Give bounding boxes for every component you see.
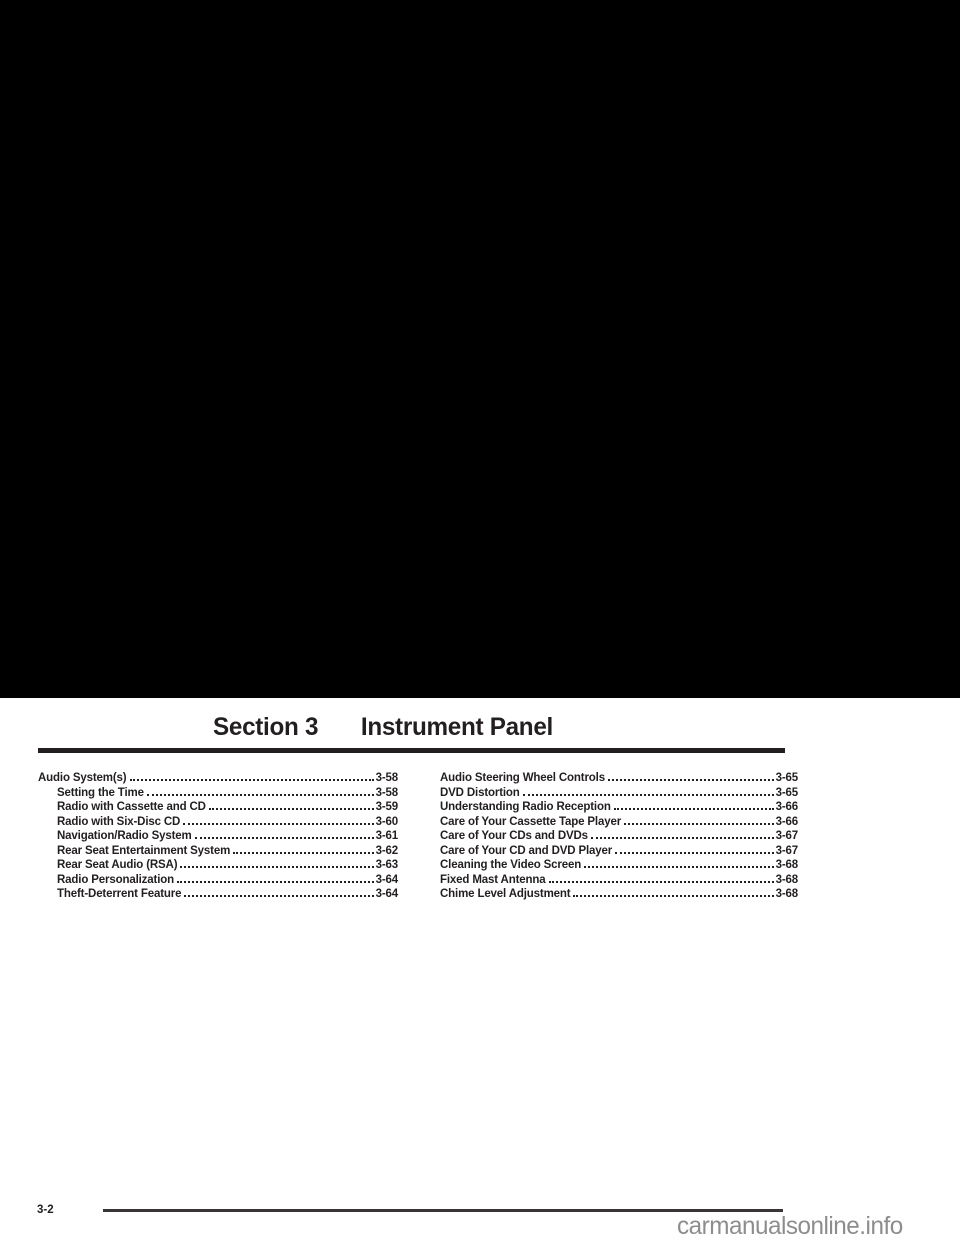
toc-entry-page-number: 3-60 bbox=[375, 815, 399, 828]
toc-entry-label: Theft-Deterrent Feature bbox=[57, 888, 182, 900]
dot-leader bbox=[183, 822, 374, 825]
toc-entry-page-number: 3-62 bbox=[375, 844, 399, 857]
toc-entry-label: Radio Personalization bbox=[57, 873, 174, 886]
dot-leader bbox=[607, 779, 774, 781]
toc-entry-label: Rear Seat Entertainment System bbox=[57, 844, 231, 857]
toc-entry-label: Audio System(s) bbox=[38, 772, 127, 784]
toc-entry-label: Care of Your CD and DVD Player bbox=[440, 844, 613, 857]
toc-right-column: Audio Steering Wheel Controls 3-65 DVD D… bbox=[440, 771, 798, 902]
toc-entry-page-number: 3-68 bbox=[775, 859, 799, 871]
dot-leader bbox=[613, 808, 774, 810]
section-title-text: Instrument Panel bbox=[360, 713, 553, 741]
toc-entry: Radio with Cassette and CD 3-59 bbox=[38, 800, 398, 815]
section-number-label: Section 3 bbox=[213, 713, 319, 741]
toc-entry-label: Care of Your Cassette Tape Player bbox=[440, 815, 622, 828]
toc-entry: Understanding Radio Reception 3-66 bbox=[440, 800, 798, 815]
toc-entry-page-number: 3-66 bbox=[775, 815, 799, 828]
toc-entry-label: Chime Level Adjustment bbox=[440, 888, 571, 900]
toc-entry-page-number: 3-68 bbox=[775, 873, 799, 886]
toc-entry: Fixed Mast Antenna 3-68 bbox=[440, 873, 798, 888]
dot-leader bbox=[624, 822, 774, 825]
toc-entry-page-number: 3-64 bbox=[375, 873, 399, 886]
toc-entry: DVD Distortion 3-65 bbox=[440, 786, 798, 801]
dot-leader bbox=[233, 851, 374, 854]
section-heading: Section 3 Instrument Panel bbox=[213, 714, 553, 740]
toc-entry-page-number: 3-67 bbox=[775, 844, 799, 857]
toc-entry: Setting the Time 3-58 bbox=[38, 786, 398, 801]
toc-entry-label: Fixed Mast Antenna bbox=[440, 873, 546, 886]
toc-entry-label: DVD Distortion bbox=[440, 786, 520, 799]
toc-entry-label: Audio Steering Wheel Controls bbox=[440, 772, 605, 784]
toc-entry-page-number: 3-64 bbox=[375, 888, 399, 900]
toc-entry: Rear Seat Entertainment System 3-62 bbox=[38, 844, 398, 859]
dot-leader bbox=[184, 895, 374, 897]
footer-rule bbox=[103, 1209, 783, 1212]
title-rule bbox=[38, 748, 785, 753]
toc-entry-page-number: 3-59 bbox=[375, 801, 399, 813]
toc-entry: Care of Your CDs and DVDs 3-67 bbox=[440, 829, 798, 844]
toc-entry-page-number: 3-63 bbox=[375, 859, 399, 871]
dot-leader bbox=[573, 895, 774, 897]
toc-entry-label: Navigation/Radio System bbox=[57, 830, 192, 842]
toc-entry-label: Radio with Six-Disc CD bbox=[57, 815, 181, 828]
dot-leader bbox=[584, 866, 774, 868]
toc-entry-page-number: 3-58 bbox=[375, 772, 399, 784]
toc-entry-label: Setting the Time bbox=[57, 786, 144, 799]
dot-leader bbox=[615, 851, 774, 854]
dot-leader bbox=[180, 866, 374, 868]
dot-leader bbox=[208, 808, 374, 810]
toc-entry: Audio Steering Wheel Controls 3-65 bbox=[440, 771, 798, 786]
toc-entry-label: Radio with Cassette and CD bbox=[57, 801, 206, 813]
toc-entry: Rear Seat Audio (RSA) 3-63 bbox=[38, 858, 398, 873]
toc-entry-page-number: 3-67 bbox=[775, 830, 799, 842]
toc-entry: Chime Level Adjustment 3-68 bbox=[440, 887, 798, 902]
toc-entry-page-number: 3-65 bbox=[775, 772, 799, 784]
toc-entry: Care of Your Cassette Tape Player 3-66 bbox=[440, 815, 798, 830]
blank-black-page-block bbox=[0, 0, 960, 698]
toc-entry: Radio Personalization 3-64 bbox=[38, 873, 398, 888]
toc-entry: Radio with Six-Disc CD 3-60 bbox=[38, 815, 398, 830]
toc-entry-label: Care of Your CDs and DVDs bbox=[440, 830, 588, 842]
toc-entry-page-number: 3-61 bbox=[375, 830, 399, 842]
toc-entry-label: Rear Seat Audio (RSA) bbox=[57, 859, 178, 871]
toc-left-column: Audio System(s) 3-58 Setting the Time 3-… bbox=[38, 771, 398, 902]
toc-entry-page-number: 3-66 bbox=[775, 801, 799, 813]
page-folio: 3-2 bbox=[37, 1204, 54, 1216]
toc-entry: Navigation/Radio System 3-61 bbox=[38, 829, 398, 844]
toc-entry-label: Cleaning the Video Screen bbox=[440, 859, 582, 871]
toc-entry-page-number: 3-65 bbox=[775, 786, 799, 799]
dot-leader bbox=[129, 779, 374, 781]
site-watermark: carmanualsonline.info bbox=[677, 1212, 903, 1240]
dot-leader bbox=[194, 837, 374, 839]
dot-leader bbox=[176, 880, 374, 883]
dot-leader bbox=[146, 793, 374, 796]
dot-leader bbox=[522, 793, 774, 796]
toc-entry: Care of Your CD and DVD Player 3-67 bbox=[440, 844, 798, 859]
toc-entry: Audio System(s) 3-58 bbox=[38, 771, 398, 786]
toc-entry-page-number: 3-68 bbox=[775, 888, 799, 900]
toc-entry: Cleaning the Video Screen 3-68 bbox=[440, 858, 798, 873]
toc-entry-page-number: 3-58 bbox=[375, 786, 399, 799]
dot-leader bbox=[590, 837, 774, 839]
toc-entry: Theft-Deterrent Feature 3-64 bbox=[38, 887, 398, 902]
dot-leader bbox=[548, 880, 774, 883]
toc-entry-label: Understanding Radio Reception bbox=[440, 801, 611, 813]
